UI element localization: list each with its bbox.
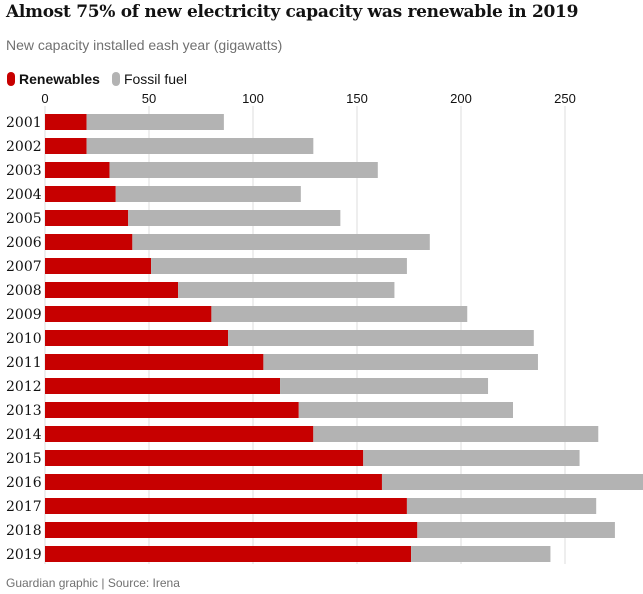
bar-fossil-2005 bbox=[128, 210, 341, 226]
bar-renewables-2001 bbox=[45, 114, 87, 130]
bar-fossil-2018 bbox=[417, 522, 615, 538]
year-label-2017: 2017 bbox=[6, 499, 42, 515]
x-tick-label-100: 100 bbox=[242, 91, 264, 106]
bar-renewables-2016 bbox=[45, 474, 382, 490]
bar-fossil-2013 bbox=[298, 402, 513, 418]
year-label-2007: 2007 bbox=[6, 259, 42, 275]
legend-label-renewables: Renewables bbox=[19, 71, 100, 87]
bar-fossil-2019 bbox=[411, 546, 551, 562]
bar-fossil-2006 bbox=[132, 234, 430, 250]
year-label-2003: 2003 bbox=[6, 163, 42, 179]
fossil-swatch-icon bbox=[111, 72, 120, 86]
bar-renewables-2017 bbox=[45, 498, 407, 514]
bar-fossil-2014 bbox=[313, 426, 599, 442]
year-label-2002: 2002 bbox=[6, 139, 42, 155]
bar-fossil-2015 bbox=[363, 450, 580, 466]
year-label-2019: 2019 bbox=[6, 547, 42, 563]
legend: Renewables Fossil fuel bbox=[7, 70, 199, 88]
bar-renewables-2013 bbox=[45, 402, 299, 418]
legend-item-fossil: Fossil fuel bbox=[111, 71, 187, 87]
bar-renewables-2003 bbox=[45, 162, 110, 178]
bar-renewables-2010 bbox=[45, 330, 229, 346]
source-note: Guardian graphic | Source: Irena bbox=[6, 576, 180, 590]
x-tick-label-200: 200 bbox=[450, 91, 472, 106]
year-label-2009: 2009 bbox=[6, 307, 42, 323]
bar-fossil-2002 bbox=[86, 138, 314, 154]
bar-fossil-2001 bbox=[86, 114, 224, 130]
bar-renewables-2009 bbox=[45, 306, 212, 322]
bar-renewables-2008 bbox=[45, 282, 179, 298]
bar-fossil-2017 bbox=[406, 498, 597, 514]
year-labels: 2001 2002 2003 2004 2005 2006 2007 2008 2009 2010… bbox=[6, 115, 42, 563]
bar-fossil-2016 bbox=[381, 474, 643, 490]
year-label-2013: 2013 bbox=[6, 403, 42, 419]
year-label-2005: 2005 bbox=[6, 211, 42, 227]
bar-renewables-2004 bbox=[45, 186, 116, 202]
legend-item-renewables: Renewables bbox=[7, 71, 100, 87]
bar-chart: 0 50 100 150 200 250 2001 2002 2003 2004 2005 2006… bbox=[6, 91, 643, 564]
bar-renewables-2011 bbox=[45, 354, 264, 370]
chart-title: Almost 75% of new electricity capacity w… bbox=[6, 2, 579, 22]
bar-renewables-2018 bbox=[45, 522, 418, 538]
bar-renewables-2015 bbox=[45, 450, 364, 466]
year-label-2016: 2016 bbox=[6, 475, 42, 491]
year-label-2012: 2012 bbox=[6, 379, 42, 395]
bars bbox=[45, 114, 643, 562]
year-label-2004: 2004 bbox=[6, 187, 42, 203]
bar-renewables-2019 bbox=[45, 546, 412, 562]
x-tick-label-150: 150 bbox=[346, 91, 368, 106]
bar-renewables-2006 bbox=[45, 234, 133, 250]
x-tick-label-250: 250 bbox=[554, 91, 576, 106]
bar-fossil-2003 bbox=[109, 162, 378, 178]
x-tick-label-50: 50 bbox=[142, 91, 156, 106]
bar-renewables-2012 bbox=[45, 378, 281, 394]
bar-fossil-2008 bbox=[178, 282, 395, 298]
x-axis-ticks: 0 50 100 150 200 250 bbox=[41, 91, 575, 106]
year-label-2014: 2014 bbox=[6, 427, 42, 443]
bar-fossil-2010 bbox=[228, 330, 534, 346]
bar-renewables-2002 bbox=[45, 138, 87, 154]
bar-fossil-2009 bbox=[211, 306, 468, 322]
bar-fossil-2011 bbox=[263, 354, 538, 370]
x-tick-label-0: 0 bbox=[41, 91, 48, 106]
year-label-2010: 2010 bbox=[6, 331, 42, 347]
year-label-2015: 2015 bbox=[6, 451, 42, 467]
bar-renewables-2014 bbox=[45, 426, 314, 442]
bar-fossil-2012 bbox=[280, 378, 489, 394]
year-label-2018: 2018 bbox=[6, 523, 42, 539]
year-label-2006: 2006 bbox=[6, 235, 42, 251]
year-label-2008: 2008 bbox=[6, 283, 42, 299]
bar-renewables-2007 bbox=[45, 258, 152, 274]
year-label-2001: 2001 bbox=[6, 115, 42, 131]
bar-fossil-2007 bbox=[151, 258, 407, 274]
legend-label-fossil: Fossil fuel bbox=[123, 71, 187, 87]
year-label-2011: 2011 bbox=[6, 355, 42, 371]
chart-subtitle: New capacity installed eash year (gigawa… bbox=[6, 37, 283, 53]
renewables-swatch-icon bbox=[7, 72, 15, 86]
bar-renewables-2005 bbox=[45, 210, 129, 226]
bar-fossil-2004 bbox=[115, 186, 301, 202]
